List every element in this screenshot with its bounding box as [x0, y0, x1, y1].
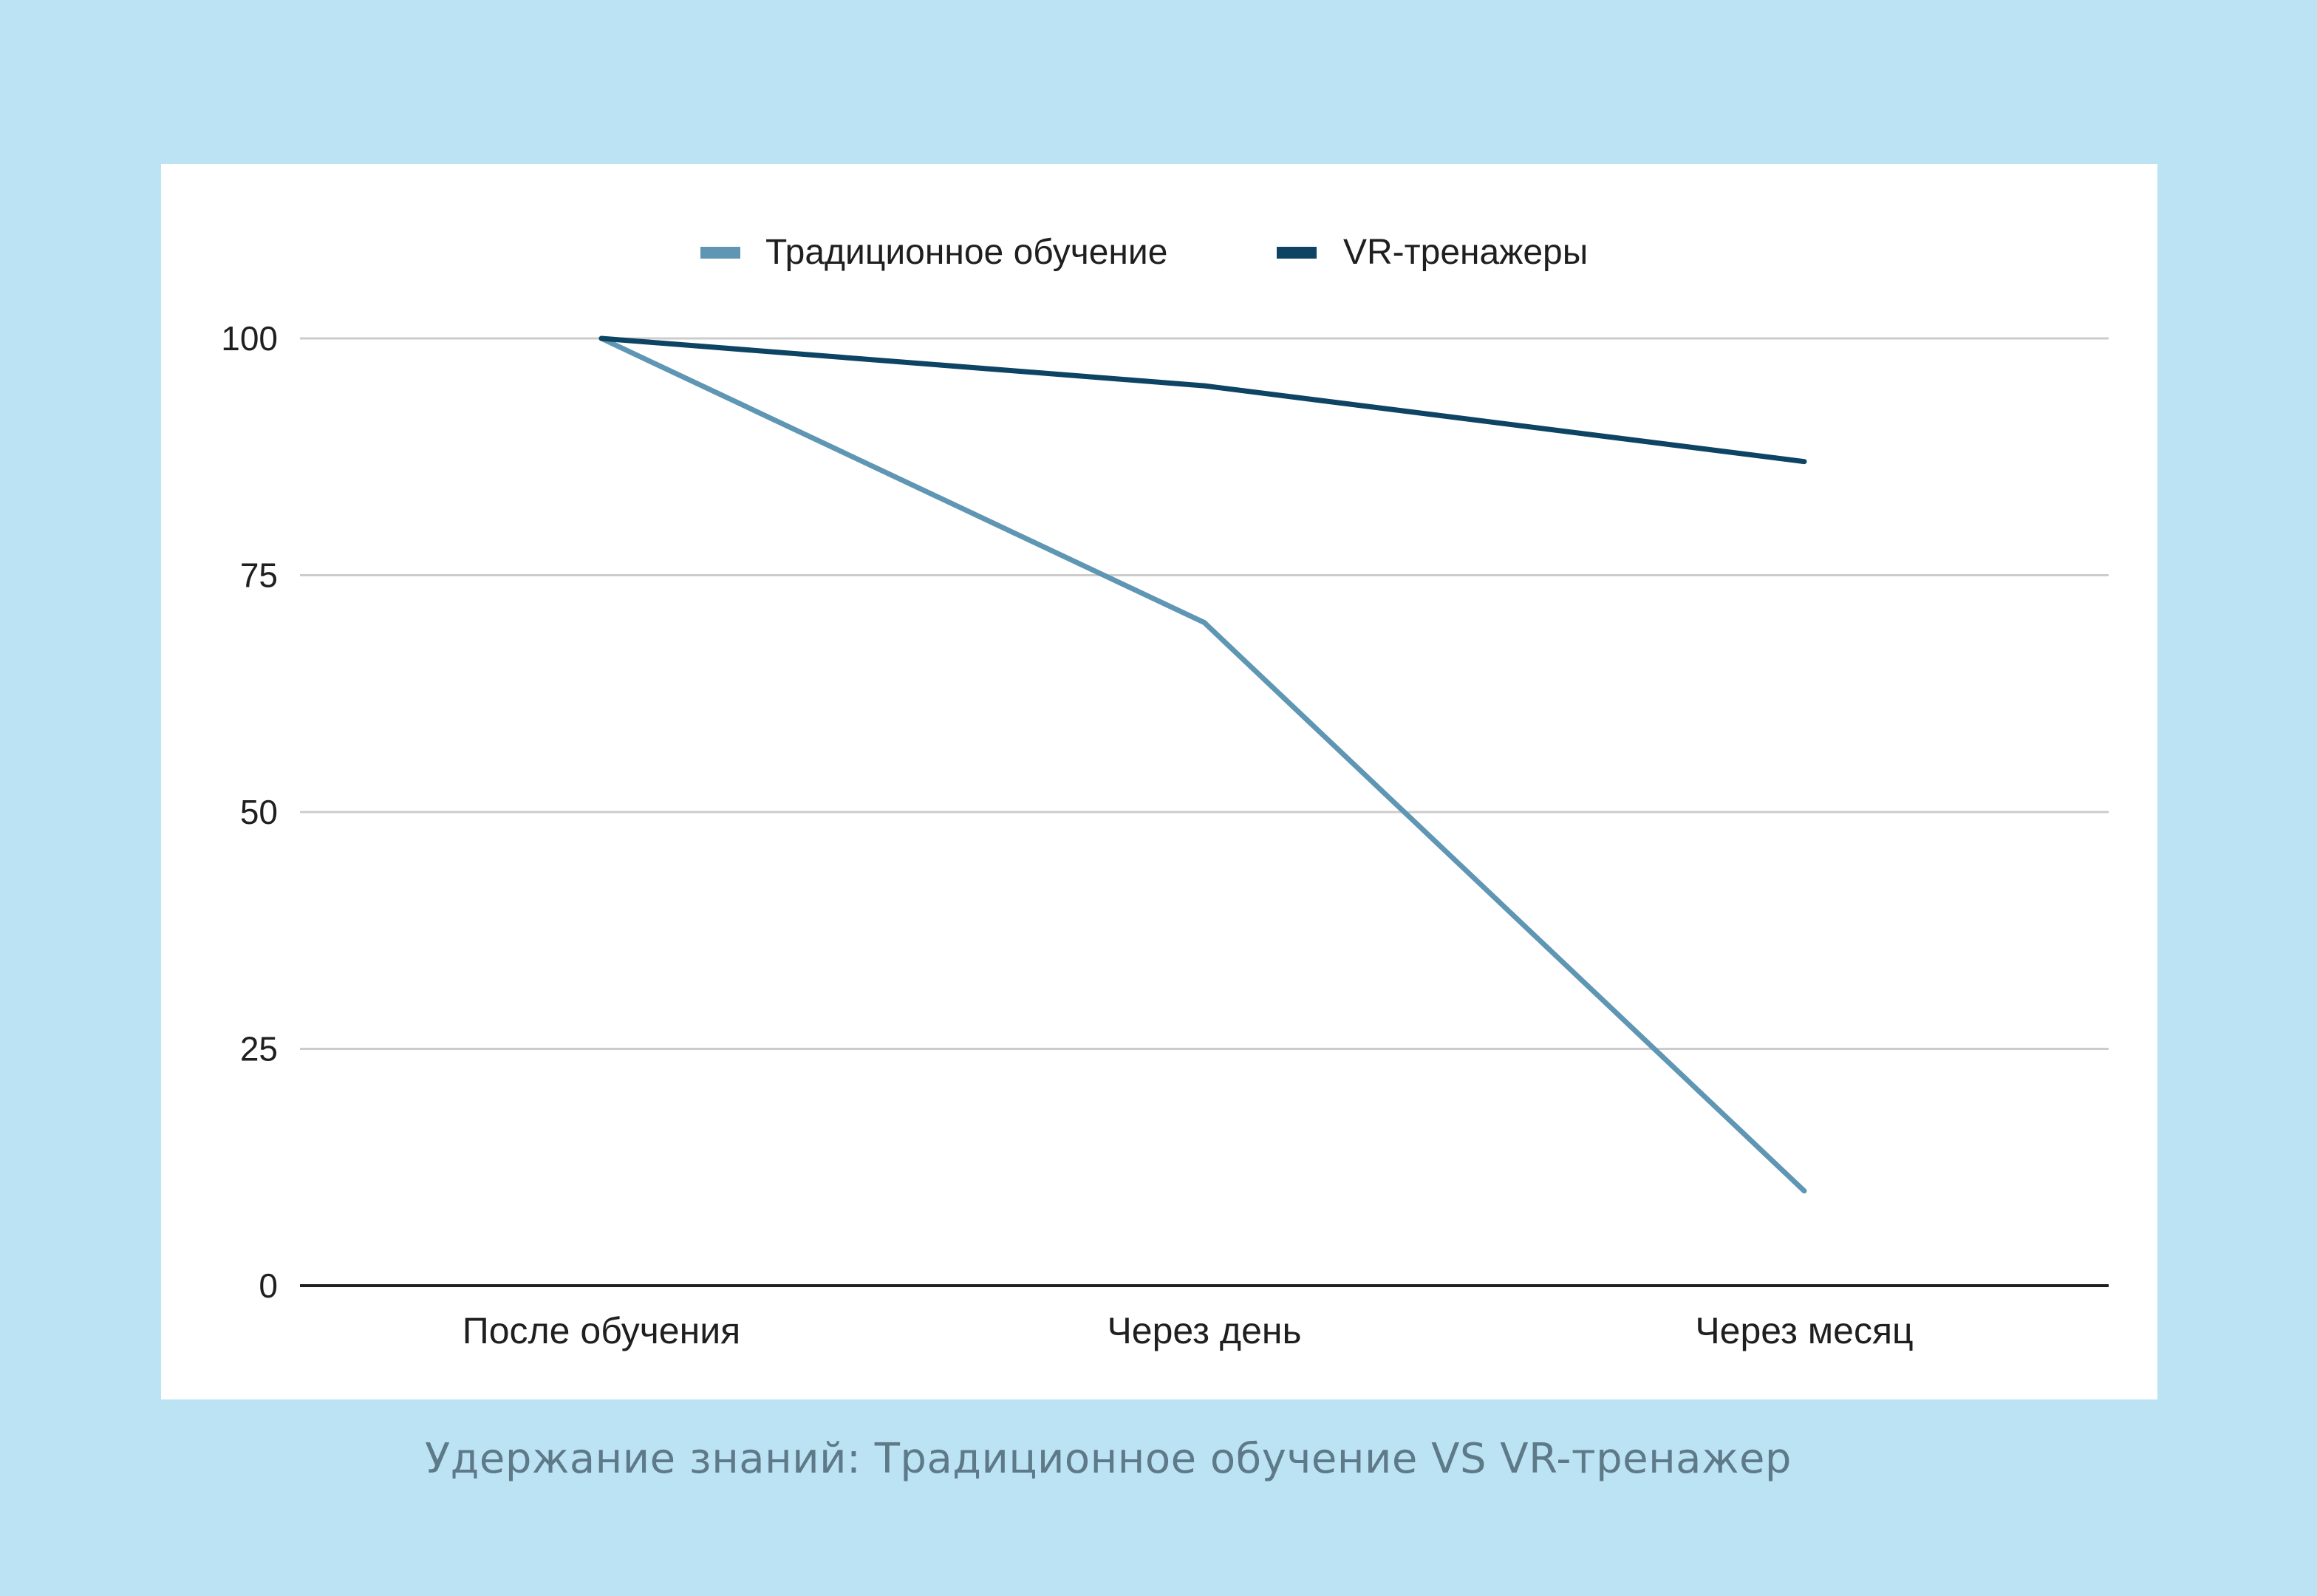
chart-card: 0 25 50 75 100 После обучения Через день Через… — [161, 164, 2157, 1399]
chart-caption: Удержание знаний: Традиционное обучение … — [425, 1435, 1792, 1483]
y-tick-label: 50 — [240, 793, 278, 831]
grid-lines — [300, 337, 2109, 1287]
x-tick-label: Через день — [1107, 1310, 1301, 1351]
x-tick-label: Через месяц — [1695, 1310, 1913, 1351]
legend: Традиционное обучение VR-тренажеры — [700, 233, 1588, 272]
y-axis-ticks: 0 25 50 75 100 — [221, 319, 278, 1305]
legend-label: Традиционное обучение — [765, 233, 1167, 272]
x-axis-ticks: После обучения Через день Через месяц — [463, 1310, 1914, 1351]
y-tick-label: 100 — [221, 319, 278, 358]
line-chart: 0 25 50 75 100 После обучения Через день Через… — [221, 233, 2109, 1351]
y-tick-label: 75 — [240, 556, 278, 595]
series-lines — [598, 335, 1807, 1194]
legend-swatch — [1277, 247, 1317, 259]
y-tick-label: 25 — [240, 1030, 278, 1068]
legend-swatch — [700, 247, 740, 259]
legend-label: VR-тренажеры — [1343, 233, 1588, 272]
y-tick-label: 0 — [259, 1266, 278, 1305]
series-line-2 — [598, 335, 1807, 465]
x-tick-label: После обучения — [463, 1310, 740, 1351]
series-line-1 — [598, 335, 1807, 1194]
